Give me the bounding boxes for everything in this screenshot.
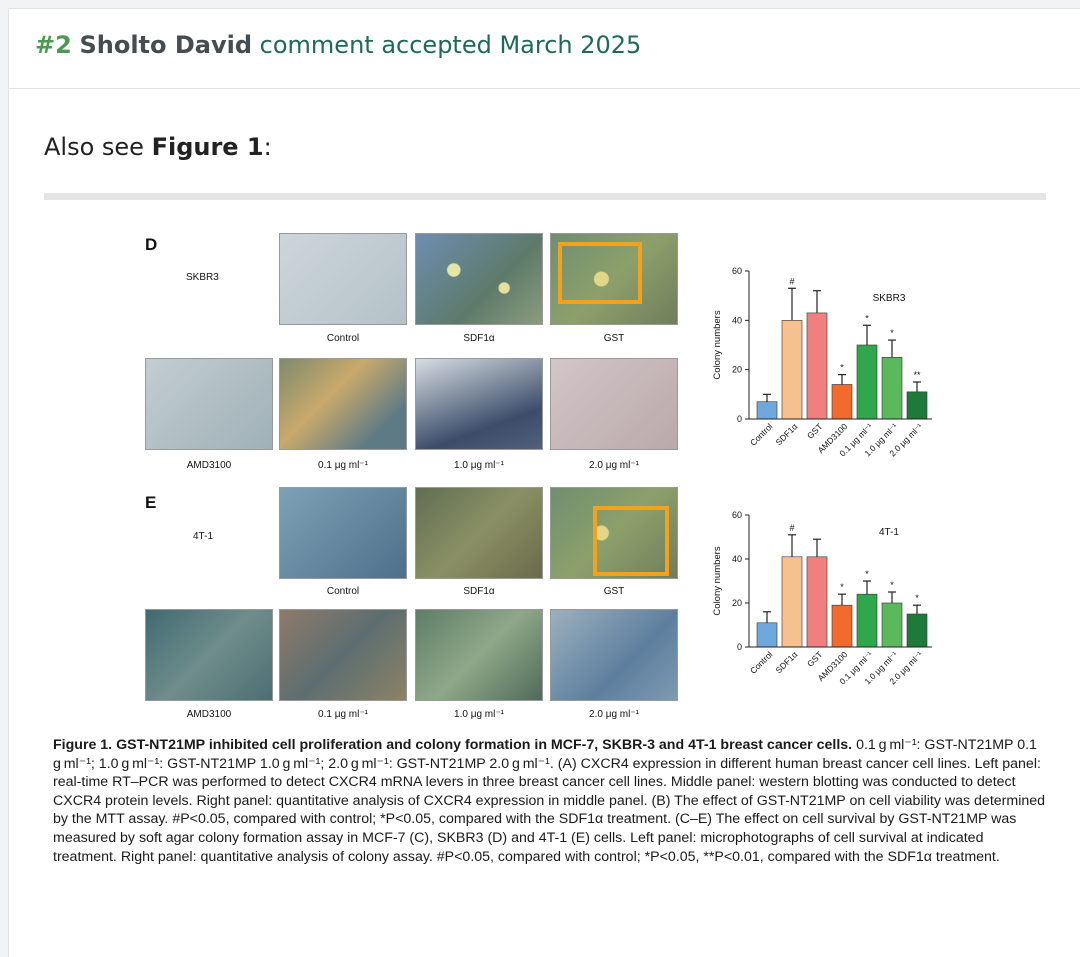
micrograph-e-amd3100	[145, 609, 273, 701]
bar	[906, 391, 928, 420]
y-tick-label: 0	[737, 642, 742, 652]
bar-chart-4t1: 0 20 40 60 Colony numbers 4T-1 Control # SDF1α GS…	[712, 510, 932, 686]
caption-lead: Figure 1. GST-NT21MP inhibited cell prol…	[53, 737, 853, 753]
bar	[781, 320, 803, 420]
photo-label: Control	[326, 586, 360, 597]
y-tick-label: 60	[732, 266, 742, 276]
photo-label: GST	[603, 333, 625, 344]
micrograph-e-sdf1a	[415, 487, 543, 579]
comment-header: #2 Sholto David comment accepted March 2…	[9, 9, 1080, 89]
significance-label: *	[890, 328, 894, 338]
chart-title: SKBR3	[873, 293, 906, 304]
comment-author[interactable]: Sholto David	[79, 31, 253, 59]
panel-letter-e: E	[145, 493, 157, 512]
y-axis-label: Colony numbers	[712, 546, 723, 615]
bar-chart-skbr3: 0 20 40 60 Colony numbers SKBR3 Control # SDF1α G…	[712, 266, 932, 458]
photo-label: 2.0 μg ml⁻¹	[589, 460, 639, 471]
comment-title: #2 Sholto David comment accepted March 2…	[35, 31, 641, 59]
x-tick-label: SDF1α	[773, 649, 799, 675]
micrograph-d-amd3100	[145, 358, 273, 450]
bar	[781, 556, 803, 648]
caption-text: 0.1 g ml⁻¹: GST-NT21MP 0.1 g ml⁻¹; 1.0 g…	[53, 737, 1046, 865]
bar	[856, 344, 878, 420]
photo-label: 0.1 μg ml⁻¹	[318, 460, 368, 471]
photo-label: AMD3100	[186, 709, 232, 720]
y-tick-label: 20	[732, 365, 742, 375]
photo-label: SDF1α	[463, 586, 495, 597]
bar	[756, 401, 778, 420]
micrograph-e-2-0	[550, 609, 678, 701]
comment-status: comment accepted March 2025	[259, 31, 642, 59]
micrograph-e-1-0	[415, 609, 543, 701]
micrograph-d-2-0	[550, 358, 678, 450]
significance-label: *	[890, 580, 894, 590]
panel-letter-d: D	[145, 235, 158, 254]
significance-label: #	[789, 523, 794, 533]
chart-title: 4T-1	[879, 527, 899, 538]
significance-label: *	[865, 569, 869, 579]
bar	[806, 312, 828, 420]
photo-label: AMD3100	[186, 460, 232, 471]
figure-image: D SKBR3 Control SDF1α GST AMD3100 0.1 μg…	[9, 9, 1080, 957]
highlight-box	[593, 506, 669, 576]
micrograph-d-1-0	[415, 358, 543, 450]
x-tick-label: GST	[805, 421, 824, 440]
significance-label: *	[915, 593, 919, 603]
cell-line-label-e: 4T-1	[193, 531, 214, 542]
significance-label: **	[913, 370, 921, 380]
micrograph-e-control	[279, 487, 407, 579]
figure-link[interactable]: Figure 1	[151, 133, 264, 161]
photo-label: GST	[603, 586, 625, 597]
see-figure-line: Also see Figure 1:	[44, 133, 272, 161]
micrograph-d-0-1	[279, 358, 407, 450]
micrograph-d-sdf1a	[415, 233, 543, 325]
y-tick-label: 0	[737, 414, 742, 424]
micrograph-e-0-1	[279, 609, 407, 701]
photo-label: Control	[326, 333, 360, 344]
micrograph-e-gst	[550, 487, 678, 579]
comment-card: #2 Sholto David comment accepted March 2…	[8, 8, 1080, 957]
x-tick-label: SDF1α	[773, 421, 799, 447]
photo-label: 2.0 μg ml⁻¹	[589, 709, 639, 720]
micrograph-d-control	[279, 233, 407, 325]
x-tick-label: Control	[748, 421, 775, 448]
y-tick-label: 20	[732, 598, 742, 608]
photo-label: 1.0 μg ml⁻¹	[454, 709, 504, 720]
significance-label: #	[789, 276, 794, 286]
photo-label: 1.0 μg ml⁻¹	[454, 460, 504, 471]
bar	[881, 602, 903, 648]
bar	[756, 622, 778, 648]
y-axis-label: Colony numbers	[712, 310, 723, 379]
cell-line-label-d: SKBR3	[186, 272, 219, 283]
bar	[831, 604, 853, 648]
bar	[831, 384, 853, 420]
highlight-box	[558, 242, 642, 304]
bar	[906, 613, 928, 648]
bar	[806, 556, 828, 648]
see-prefix: Also see	[44, 133, 152, 161]
y-tick-label: 40	[732, 315, 742, 325]
bar	[881, 357, 903, 420]
comment-number[interactable]: #2	[35, 31, 72, 59]
y-tick-label: 60	[732, 510, 742, 520]
photo-label: 0.1 μg ml⁻¹	[318, 709, 368, 720]
y-tick-label: 40	[732, 554, 742, 564]
figure-caption: Figure 1. GST-NT21MP inhibited cell prol…	[53, 736, 1049, 866]
significance-label: *	[840, 582, 844, 592]
see-suffix: :	[263, 133, 272, 161]
micrograph-d-gst	[550, 233, 678, 325]
x-tick-label: Control	[748, 649, 775, 676]
significance-label: *	[840, 363, 844, 373]
photo-label: SDF1α	[463, 333, 495, 344]
x-tick-label: GST	[805, 649, 824, 668]
bar	[856, 593, 878, 648]
significance-label: *	[865, 313, 869, 323]
divider	[44, 193, 1046, 200]
